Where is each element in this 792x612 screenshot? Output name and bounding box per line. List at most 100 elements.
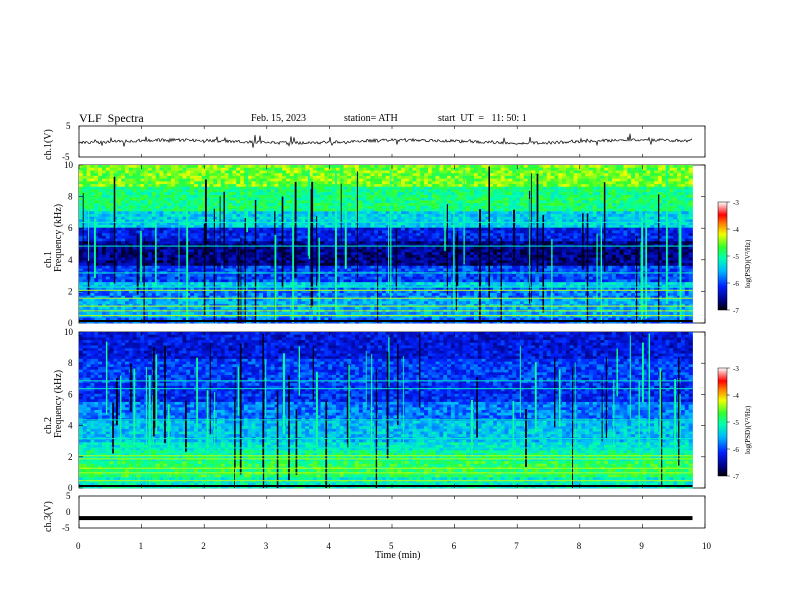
spectrogram-cell [385, 184, 390, 188]
spectrogram-cell [243, 279, 249, 283]
spectrogram-cell [355, 165, 360, 169]
spectrogram-cell [167, 186, 172, 190]
spectrogram-cell [263, 260, 268, 264]
spectrogram-cell [163, 306, 168, 310]
spectrogram-cell [297, 175, 302, 180]
spectrogram-cell [197, 257, 203, 261]
spectrogram-cell [109, 263, 114, 267]
spectrogram-cell [236, 175, 241, 180]
spectrogram-cell [102, 246, 107, 250]
spectrogram-cell [301, 260, 306, 264]
spectrogram-cell [121, 216, 126, 220]
spectrogram-cell [320, 235, 325, 239]
spectrogram-cell [259, 200, 264, 204]
spectrogram-cell [293, 175, 298, 180]
spectrogram-cell [159, 203, 164, 207]
spectrogram-cell [385, 181, 390, 185]
spectrogram-cell [247, 268, 252, 272]
spectrogram-cell [105, 184, 111, 188]
spectrogram-cell [174, 249, 180, 253]
spectrogram-cell [167, 233, 172, 237]
spectrogram-cell [79, 167, 84, 171]
spectrogram-cell [397, 173, 402, 177]
spectrogram-cell [167, 167, 172, 171]
spectrogram-cell [385, 200, 390, 204]
spectrogram-cell [79, 257, 84, 261]
spectrogram-cell [320, 227, 325, 231]
spectrogram-cell [182, 273, 187, 278]
spectrogram-cell [286, 200, 291, 204]
spectrogram-cell [190, 189, 195, 193]
spectrogram-cell [167, 246, 172, 250]
spectrogram-cell [282, 306, 287, 310]
spectrogram-cell [358, 230, 364, 234]
spectrogram-cell [378, 252, 383, 256]
spectrogram-cell [182, 181, 187, 185]
spectrogram-cell [144, 189, 149, 193]
spectrogram-cell [328, 181, 333, 185]
spectrogram-cell [144, 181, 149, 185]
spectrogram-cell [393, 181, 398, 185]
spectrogram-cell [378, 244, 383, 248]
spectrogram-cell [251, 189, 256, 193]
spectrogram-cell [163, 203, 168, 207]
spectrogram-cell [274, 178, 279, 182]
spectrogram-cell [316, 189, 321, 193]
spectrogram-cell [167, 276, 172, 280]
spectrogram-cell [259, 167, 264, 171]
spectrogram-cell [339, 189, 344, 193]
spectrogram-cell [259, 301, 264, 305]
spectrogram-cell [404, 263, 410, 267]
spectrogram-cell [378, 189, 383, 193]
spectrogram-cell [389, 257, 394, 261]
spectrogram-cell [401, 181, 406, 185]
spectrogram-cell [82, 301, 88, 305]
spectrogram-cell [209, 246, 214, 250]
spectrogram-cell [339, 263, 344, 267]
spectrogram-cell [98, 298, 103, 302]
spectrogram-cell [224, 238, 229, 242]
spectrogram-cell [301, 186, 306, 190]
spectrogram-cell [351, 312, 356, 316]
spectrogram-cell [132, 273, 137, 278]
spectrogram-cell [171, 279, 176, 283]
spectrogram-cell [197, 181, 203, 185]
spectrogram-cell [255, 170, 260, 174]
spectrogram-cell [381, 254, 387, 259]
spectrogram-cell [366, 230, 371, 234]
spectrogram-cell [240, 233, 245, 237]
spectrogram-cell [224, 194, 229, 199]
spectrogram-cell [316, 216, 321, 220]
spectrogram-cell [339, 306, 344, 310]
spectrogram-cell [159, 200, 164, 204]
spectrogram-cell [286, 211, 291, 215]
spectrogram-cell [328, 263, 333, 267]
spectrogram-cell [224, 306, 229, 310]
spectrogram-cell [347, 173, 352, 177]
spectrogram-cell [159, 260, 164, 264]
spectrogram-cell [397, 235, 402, 239]
spectrogram-cell [297, 194, 302, 199]
spectrogram-cell [163, 230, 168, 234]
spectrogram-cell [167, 200, 172, 204]
spectrogram-cell [320, 173, 325, 177]
spectrogram-cell [320, 208, 325, 212]
spectrogram-cell [136, 224, 141, 229]
spectrogram-cell [217, 167, 222, 171]
spectrogram-cell [297, 265, 302, 269]
spectrogram-cell [243, 233, 249, 237]
spectrogram-cell [393, 203, 398, 207]
spectrogram-cell [378, 214, 383, 218]
spectrogram-cell [136, 208, 141, 212]
spectrogram-cell [125, 238, 130, 242]
spectrogram-cell [266, 200, 272, 204]
spectrogram-cell [293, 167, 298, 171]
spectrogram-cell [278, 178, 283, 182]
spectrogram-cell [339, 293, 344, 297]
spectrogram-cell [190, 246, 195, 250]
spectrogram-cell [263, 192, 268, 196]
spectrogram-cell [194, 165, 199, 169]
spectrogram-cell [136, 184, 141, 188]
spectrogram-cell [232, 208, 237, 212]
spectrogram-cell [190, 238, 195, 242]
